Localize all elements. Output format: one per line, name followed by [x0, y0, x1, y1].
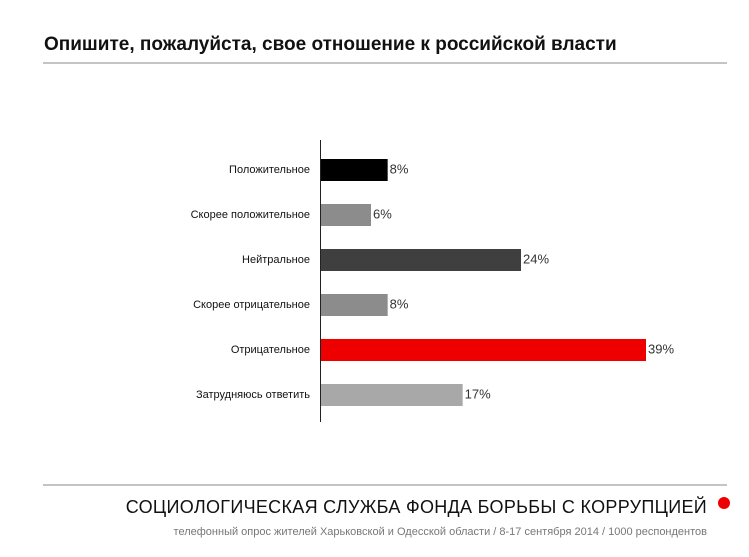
category-label: Затрудняюсь ответить — [196, 389, 310, 401]
bar — [321, 204, 371, 226]
category-label: Нейтральное — [242, 254, 310, 266]
bar — [321, 249, 521, 271]
value-label: 24% — [523, 251, 549, 266]
bar — [321, 339, 646, 361]
category-label: Отрицательное — [231, 344, 310, 356]
bar — [321, 384, 463, 406]
value-label: 8% — [390, 296, 409, 311]
value-label: 6% — [373, 206, 392, 221]
category-label: Скорее положительное — [191, 209, 310, 221]
value-label: 17% — [465, 386, 491, 401]
footer-organization: СОЦИОЛОГИЧЕСКАЯ СЛУЖБА ФОНДА БОРЬБЫ С КО… — [126, 496, 707, 517]
category-label: Скорее отрицательное — [193, 299, 310, 311]
chart-title: Опишите, пожалуйста, свое отношение к ро… — [44, 34, 617, 55]
value-label: 8% — [390, 161, 409, 176]
value-label: 39% — [648, 341, 674, 356]
category-label: Положительное — [229, 164, 310, 176]
footer-note: телефонный опрос жителей Харьковской и О… — [174, 526, 708, 538]
logo-dot — [718, 497, 730, 509]
bar — [321, 159, 388, 181]
bar — [321, 294, 388, 316]
